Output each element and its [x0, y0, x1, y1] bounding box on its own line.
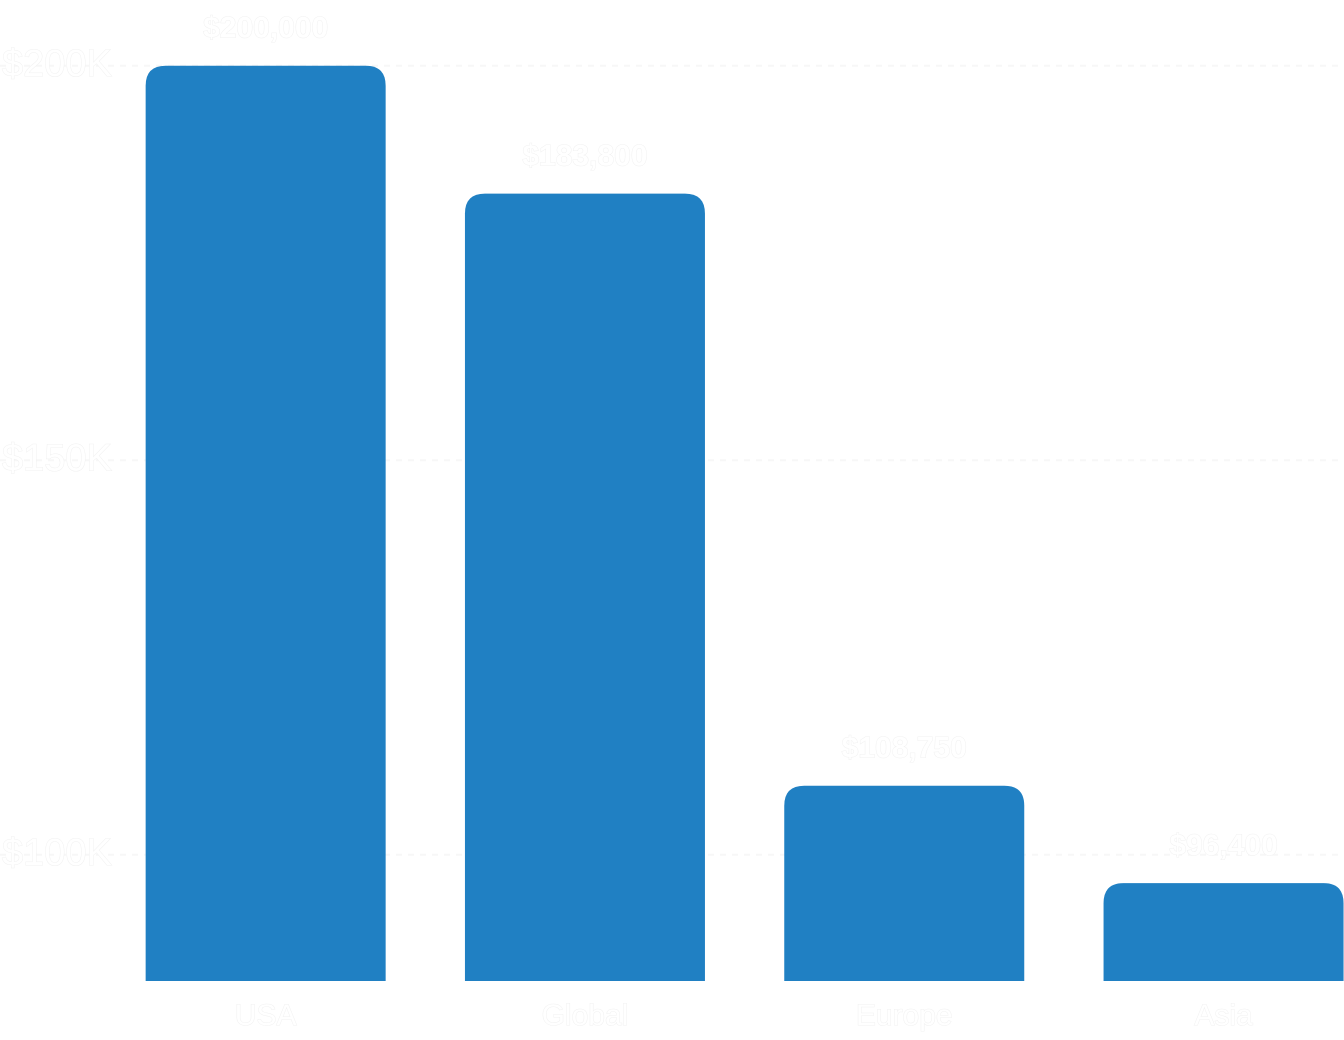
- bar: [784, 785, 1025, 981]
- value-label: $183,800: [522, 140, 647, 173]
- x-tick-label: USA: [235, 999, 297, 1032]
- x-tick-label: Global: [542, 999, 629, 1032]
- y-tick-label: $200K: [2, 43, 112, 85]
- bar: [1103, 883, 1344, 981]
- bar: [145, 65, 386, 981]
- x-tick-label: Asia: [1194, 999, 1253, 1032]
- value-label: $108,750: [842, 732, 967, 765]
- value-label: $96,400: [1169, 829, 1277, 862]
- x-tick-label: Europe: [856, 999, 953, 1032]
- bar: [464, 193, 705, 981]
- y-tick-label: $100K: [2, 832, 112, 874]
- y-tick-label: $150K: [2, 437, 112, 479]
- value-label: $200,000: [203, 12, 328, 45]
